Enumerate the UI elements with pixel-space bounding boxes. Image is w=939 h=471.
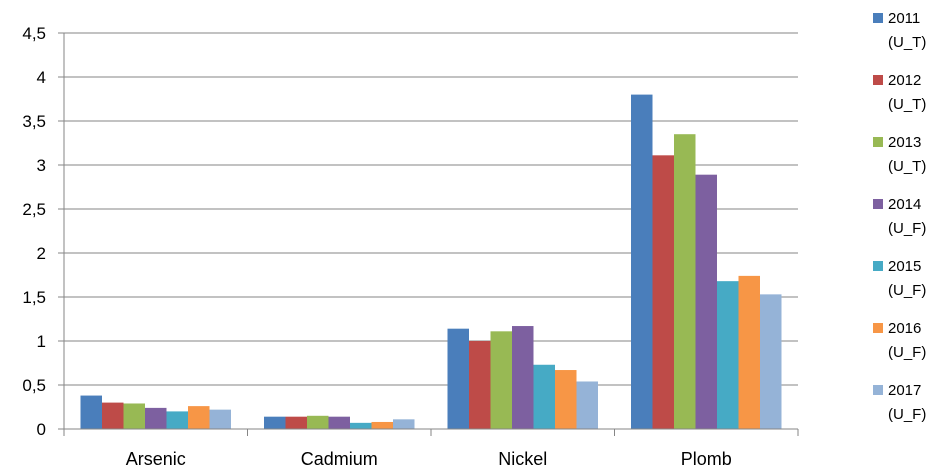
category-label: Plomb — [681, 449, 732, 469]
bar — [533, 364, 555, 429]
bar — [123, 403, 145, 429]
y-tick-label: 2 — [37, 244, 46, 263]
bar — [285, 416, 307, 429]
bar — [717, 281, 739, 429]
bar — [674, 134, 696, 429]
legend-entry-year: 2011 — [888, 10, 920, 27]
legend-entry-unit: (U_F) — [888, 220, 926, 237]
bar — [80, 395, 102, 429]
y-tick-label: 0 — [37, 420, 46, 439]
legend: 2011 (U_T) 2012 (U_T) 2013 (U_T) 2014 (U_F) 2015… — [873, 10, 926, 423]
legend-entry-year: 2013 — [888, 134, 921, 151]
axes — [63, 33, 799, 436]
legend-entry-unit: (U_F) — [888, 344, 926, 361]
bar — [469, 341, 491, 429]
bar — [188, 406, 210, 429]
legend-swatch — [873, 137, 883, 147]
y-tick-label: 0,5 — [22, 376, 46, 395]
bar — [350, 422, 372, 429]
bar — [307, 415, 329, 429]
y-tick-label: 4 — [37, 68, 46, 87]
legend-swatch — [873, 199, 883, 209]
bar — [371, 421, 393, 429]
category-labels: Arsenic Cadmium Nickel Plomb — [126, 449, 732, 469]
y-tick-label: 1,5 — [22, 288, 46, 307]
bar — [512, 326, 534, 429]
y-tick-label: 3 — [37, 156, 46, 175]
bars — [80, 94, 782, 429]
bar — [166, 411, 188, 429]
legend-entry-unit: (U_T) — [888, 96, 926, 113]
bar — [490, 331, 512, 429]
bar — [652, 155, 674, 429]
y-tick-label: 4,5 — [22, 24, 46, 43]
y-tick-label: 1 — [37, 332, 46, 351]
bar — [738, 275, 760, 429]
y-tick-label: 2,5 — [22, 200, 46, 219]
bar — [760, 294, 782, 429]
legend-entry-year: 2014 — [888, 196, 921, 213]
bar — [393, 419, 415, 429]
bar — [631, 94, 653, 429]
category-label: Arsenic — [126, 449, 186, 469]
bar — [555, 370, 577, 429]
y-tick-label: 3,5 — [22, 112, 46, 131]
bar — [576, 381, 598, 429]
bar — [328, 416, 350, 429]
legend-entry-year: 2017 — [888, 382, 921, 399]
bar — [264, 416, 286, 429]
legend-entry-unit: (U_F) — [888, 282, 926, 299]
legend-swatch — [873, 323, 883, 333]
legend-swatch — [873, 261, 883, 271]
legend-entry-year: 2016 — [888, 320, 921, 337]
bar — [447, 328, 469, 429]
legend-entry-year: 2015 — [888, 258, 921, 275]
legend-swatch — [873, 75, 883, 85]
category-label: Nickel — [498, 449, 547, 469]
y-tick-labels: 0 0,5 1 1,5 2 2,5 3 3,5 4 4,5 — [22, 24, 46, 439]
bar — [695, 174, 717, 429]
legend-swatch — [873, 385, 883, 395]
legend-entry-unit: (U_F) — [888, 406, 926, 423]
legend-swatch — [873, 13, 883, 23]
bar — [145, 407, 167, 429]
legend-entry-year: 2012 — [888, 72, 921, 89]
legend-entry-unit: (U_T) — [888, 34, 926, 51]
bar — [209, 409, 231, 429]
category-label: Cadmium — [301, 449, 378, 469]
bar — [102, 402, 124, 429]
legend-entry-unit: (U_T) — [888, 158, 926, 175]
